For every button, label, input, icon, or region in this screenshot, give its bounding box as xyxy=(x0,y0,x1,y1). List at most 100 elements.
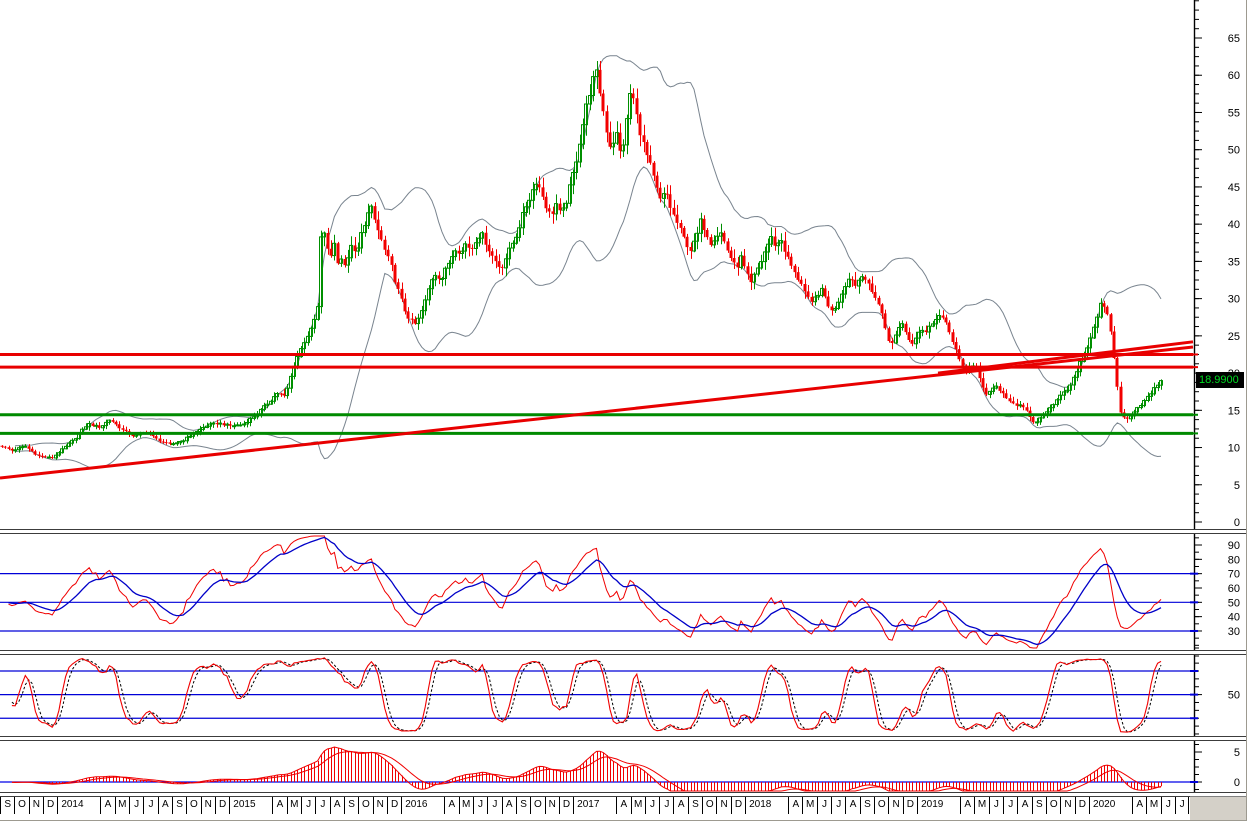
tick-label: 10 xyxy=(1228,443,1240,455)
date-label-month: O xyxy=(14,797,28,814)
date-label-month: J xyxy=(1003,797,1017,814)
macd-signal-line xyxy=(11,751,1162,792)
down-candle-wicks xyxy=(2,61,1128,459)
date-label-month: M xyxy=(114,797,129,814)
date-label-month: J xyxy=(1175,797,1190,814)
date-label-month: M xyxy=(630,797,645,814)
date-label-month: D xyxy=(386,797,401,814)
macd-histogram xyxy=(12,747,1162,791)
stochastic-indicator-panel[interactable]: 50 xyxy=(0,655,1247,736)
tick-label: 30 xyxy=(1228,626,1240,638)
tick-label: 5 xyxy=(1234,480,1240,492)
trendline-1[interactable] xyxy=(937,340,1194,375)
date-label-month: M xyxy=(802,797,816,814)
panel-resize-handle-1[interactable] xyxy=(0,529,1246,534)
tick-label: 60 xyxy=(1228,583,1240,595)
panel-resize-handle-4[interactable] xyxy=(0,792,1246,797)
date-label-month: D xyxy=(902,797,917,814)
tick-label: 0 xyxy=(1234,517,1240,529)
date-label-month: A xyxy=(673,797,687,814)
down-candle-bodies xyxy=(0,69,1129,459)
date-label-month: N xyxy=(716,797,730,814)
tick-label: 55 xyxy=(1228,107,1240,119)
date-label-month: N xyxy=(888,797,902,814)
tick-label: 25 xyxy=(1228,331,1240,343)
date-label-month: A xyxy=(960,797,974,814)
date-label-month: J xyxy=(300,797,315,814)
date-label-month: D xyxy=(558,797,573,814)
date-label-month: A xyxy=(157,797,172,814)
date-label-month: J xyxy=(487,797,501,814)
macd-chart-canvas[interactable]: 05 xyxy=(0,741,1247,792)
panel-resize-handle-2[interactable] xyxy=(0,650,1246,655)
y-axis: 05 xyxy=(1190,741,1240,792)
date-label-month: N xyxy=(372,797,387,814)
date-label-month: N xyxy=(1060,797,1074,814)
date-label-month: S xyxy=(515,797,530,814)
date-label-month: A xyxy=(329,797,344,814)
date-label-month: J xyxy=(472,797,487,814)
bollinger-upper-band xyxy=(15,55,1162,447)
date-label-month: A xyxy=(788,797,802,814)
date-label-month: J xyxy=(816,797,831,814)
main-price-panel[interactable]: 05101520253035404550556065 xyxy=(0,0,1247,529)
date-label-month: O xyxy=(874,797,888,814)
date-label-month: A xyxy=(444,797,458,814)
price-chart-canvas[interactable]: 05101520253035404550556065 xyxy=(0,0,1247,529)
rsi-signal-line xyxy=(8,536,1162,646)
date-label-month: J xyxy=(1160,797,1175,814)
date-label-month: M xyxy=(974,797,988,814)
tick-label: 50 xyxy=(1228,597,1240,609)
date-label-month: M xyxy=(1146,797,1160,814)
rsi-chart-canvas[interactable]: 30 40 50 60 70 80 90 xyxy=(0,534,1247,650)
y-axis: 05101520253035404550556065 xyxy=(1190,0,1240,529)
date-label-month: A xyxy=(501,797,516,814)
up-candles xyxy=(13,69,1163,459)
tick-label: 35 xyxy=(1228,256,1240,268)
stochastic-chart-canvas[interactable]: 50 xyxy=(0,655,1247,736)
panel-resize-handle-3[interactable] xyxy=(0,736,1246,741)
tick-label: 0 xyxy=(1234,777,1240,789)
date-label-month: A xyxy=(616,797,630,814)
date-label-year: 2018 xyxy=(745,797,788,814)
date-label-month: S xyxy=(687,797,702,814)
tick-label: 60 xyxy=(1228,70,1240,82)
date-label-month: J xyxy=(128,797,143,814)
rsi-line xyxy=(8,535,1162,649)
date-label-year: 2014 xyxy=(57,797,100,814)
tick-label: 5 xyxy=(1234,747,1240,759)
date-label-month: A xyxy=(1132,797,1146,814)
date-label-month: J xyxy=(644,797,659,814)
tick-label: 40 xyxy=(1228,219,1240,231)
date-label-month: O xyxy=(1046,797,1060,814)
tick-label: 80 xyxy=(1228,554,1240,566)
date-label-month: O xyxy=(186,797,200,814)
y-axis: 50 xyxy=(1190,655,1240,736)
date-label-month: S xyxy=(0,797,14,814)
date-label-year: 2019 xyxy=(917,797,960,814)
stoch-k-line xyxy=(11,657,1162,733)
date-label-month: N xyxy=(200,797,215,814)
date-label-month: J xyxy=(659,797,673,814)
date-label-month: N xyxy=(544,797,559,814)
bollinger-lower-band xyxy=(15,166,1162,469)
tick-label: 50 xyxy=(1228,690,1240,702)
date-label-month: A xyxy=(845,797,859,814)
tick-label: 40 xyxy=(1228,612,1240,624)
date-label-month: O xyxy=(358,797,372,814)
bollinger-bands xyxy=(15,55,1162,469)
date-label-month: D xyxy=(730,797,745,814)
rsi-indicator-panel[interactable]: 30 40 50 60 70 80 90 xyxy=(0,534,1247,650)
tick-label: 65 xyxy=(1228,33,1240,45)
date-label-month: D xyxy=(42,797,57,814)
tick-label: 90 xyxy=(1228,540,1240,552)
up-candle-wicks xyxy=(15,61,1162,460)
trendline-0[interactable] xyxy=(0,345,1194,480)
date-label-month: M xyxy=(458,797,473,814)
date-label-month: S xyxy=(1031,797,1046,814)
date-label-year: 2015 xyxy=(229,797,272,814)
candlestick-series xyxy=(0,61,1163,460)
date-label-month: S xyxy=(171,797,186,814)
